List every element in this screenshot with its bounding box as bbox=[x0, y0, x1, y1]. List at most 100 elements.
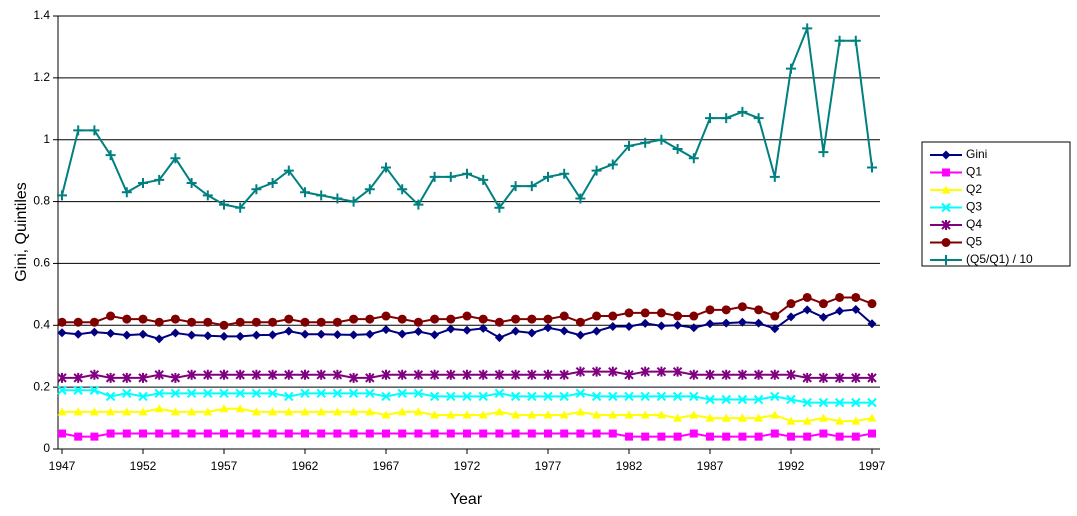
data-point bbox=[251, 388, 262, 399]
data-point bbox=[446, 324, 456, 334]
data-point bbox=[89, 385, 100, 395]
data-point bbox=[155, 429, 164, 438]
data-point bbox=[786, 369, 796, 380]
data-point bbox=[576, 429, 585, 438]
y-tick-label: 1.4 bbox=[33, 8, 50, 22]
data-point bbox=[73, 407, 83, 416]
data-point bbox=[559, 369, 569, 380]
data-point bbox=[284, 326, 294, 336]
data-point bbox=[219, 199, 229, 210]
data-point bbox=[382, 429, 390, 438]
data-point bbox=[73, 125, 84, 136]
data-point bbox=[575, 388, 586, 399]
series-line bbox=[61, 24, 873, 210]
data-point bbox=[868, 429, 876, 438]
data-point bbox=[170, 407, 180, 416]
data-point bbox=[818, 147, 829, 158]
legend-label: Q5 bbox=[966, 235, 982, 249]
data-point bbox=[462, 325, 472, 335]
data-point bbox=[608, 366, 618, 377]
data-point bbox=[640, 366, 650, 377]
data-point bbox=[430, 330, 440, 340]
data-point bbox=[543, 410, 553, 419]
data-point bbox=[802, 23, 813, 34]
data-point bbox=[283, 165, 294, 176]
data-point bbox=[608, 410, 618, 419]
legend-marker bbox=[941, 185, 951, 194]
data-point bbox=[624, 140, 634, 151]
data-point bbox=[560, 429, 569, 438]
data-point bbox=[867, 299, 877, 309]
x-tick-label: 1977 bbox=[535, 459, 562, 473]
data-point bbox=[89, 369, 100, 380]
data-point bbox=[479, 429, 488, 438]
data-point bbox=[721, 369, 731, 380]
data-point bbox=[689, 369, 699, 380]
data-point bbox=[591, 165, 602, 176]
data-point bbox=[187, 317, 197, 327]
data-point bbox=[640, 410, 650, 419]
data-point bbox=[381, 410, 391, 419]
data-point bbox=[203, 369, 213, 380]
data-point bbox=[365, 314, 375, 324]
data-point bbox=[786, 416, 796, 425]
data-point bbox=[90, 432, 99, 441]
data-point bbox=[511, 326, 521, 336]
data-point bbox=[332, 330, 342, 340]
data-point bbox=[673, 432, 682, 441]
x-tick-label: 1947 bbox=[49, 459, 76, 473]
data-point bbox=[510, 181, 521, 192]
data-point bbox=[705, 413, 715, 422]
data-point bbox=[527, 314, 537, 324]
data-point bbox=[527, 429, 536, 438]
data-point bbox=[251, 317, 261, 327]
data-point bbox=[154, 388, 164, 399]
data-point bbox=[656, 134, 667, 145]
data-point bbox=[235, 331, 245, 341]
data-point bbox=[170, 328, 180, 338]
data-point bbox=[333, 429, 342, 438]
data-point bbox=[787, 432, 795, 441]
data-point bbox=[462, 168, 472, 179]
data-point bbox=[640, 318, 650, 328]
data-point bbox=[332, 193, 343, 204]
data-point bbox=[446, 391, 456, 402]
x-tick-label: 1982 bbox=[616, 459, 643, 473]
data-point bbox=[73, 317, 83, 327]
data-point bbox=[543, 391, 553, 402]
data-point bbox=[236, 429, 245, 438]
data-point bbox=[462, 391, 472, 402]
data-point bbox=[786, 394, 796, 405]
data-point bbox=[705, 113, 715, 124]
data-point bbox=[754, 318, 764, 328]
data-point bbox=[251, 407, 261, 416]
data-point bbox=[429, 369, 440, 380]
data-point bbox=[122, 388, 132, 399]
data-point bbox=[284, 314, 294, 324]
data-point bbox=[494, 407, 504, 416]
data-point bbox=[543, 369, 553, 380]
data-point bbox=[365, 407, 375, 416]
data-point bbox=[267, 369, 278, 380]
data-point bbox=[802, 397, 812, 408]
legend-label: Q1 bbox=[966, 165, 982, 179]
data-point bbox=[769, 171, 780, 182]
data-point bbox=[235, 369, 245, 380]
data-point bbox=[721, 318, 731, 328]
data-point bbox=[235, 202, 246, 213]
data-point bbox=[138, 372, 148, 383]
data-point bbox=[122, 372, 132, 383]
data-point bbox=[429, 391, 440, 402]
data-point bbox=[73, 372, 83, 383]
data-point bbox=[202, 190, 213, 201]
data-point bbox=[608, 391, 618, 402]
data-point bbox=[73, 385, 83, 395]
data-point bbox=[187, 407, 197, 416]
data-point bbox=[57, 328, 67, 338]
data-point bbox=[332, 369, 343, 380]
data-point bbox=[57, 407, 67, 416]
y-tick-label: 0.2 bbox=[33, 379, 50, 393]
data-point bbox=[317, 429, 326, 438]
data-point bbox=[625, 432, 633, 441]
data-point bbox=[867, 372, 877, 383]
